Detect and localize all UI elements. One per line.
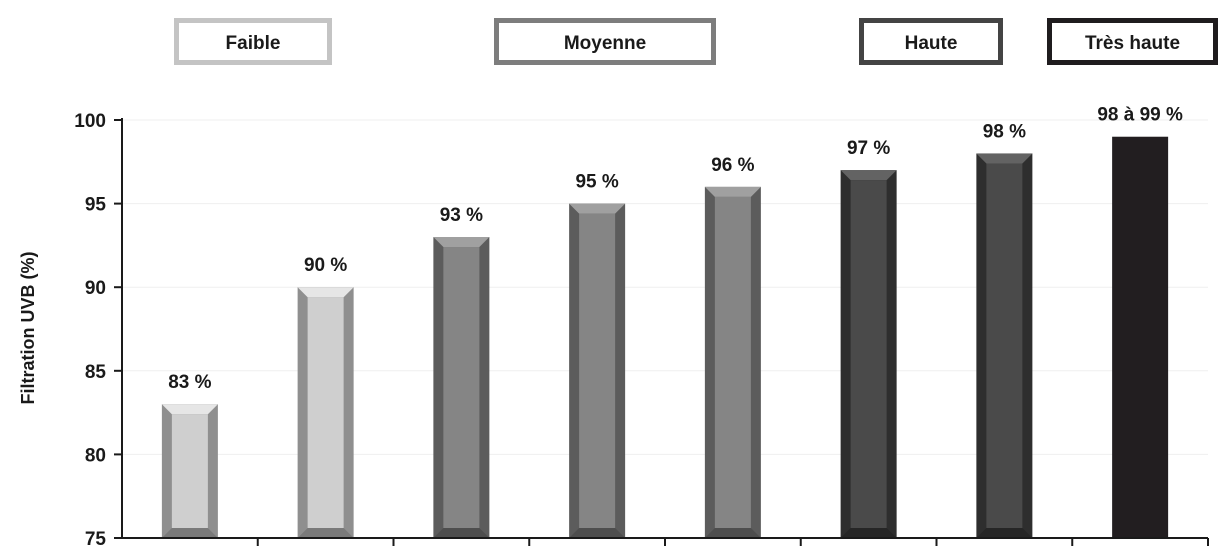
data-label-5: 96 %: [711, 155, 754, 176]
legend-item-haute: Haute: [859, 18, 1003, 65]
bar-6: [840, 170, 897, 538]
bar-5-face: [714, 196, 751, 528]
bar-7-bottom-bevel: [976, 528, 1033, 538]
y-tick-label-95: 95: [85, 195, 107, 216]
bar-1-face: [171, 414, 208, 528]
bar-3-top-bevel: [433, 237, 490, 248]
legend-item-moyenne: Moyenne: [494, 18, 716, 65]
grid-lines: [122, 119, 1208, 455]
legend-item-tres-haute: Très haute: [1047, 18, 1218, 65]
legend-box-moyenne: [494, 18, 716, 65]
bar-8-body: [1112, 136, 1169, 538]
bar-1: [161, 404, 218, 538]
bars: 83 % 90 % 93 % 95 % 96 % 97 % 98 % 98 à 99 %: [161, 105, 1183, 539]
y-tick-label-75: 75: [85, 529, 107, 546]
bar-4: [569, 203, 626, 538]
bar-8: [1112, 136, 1169, 538]
data-label-2: 90 %: [304, 255, 347, 276]
bar-6-bottom-bevel: [840, 528, 897, 538]
bar-2: [297, 287, 354, 538]
bar-4-top-bevel: [569, 203, 626, 214]
data-label-7: 98 %: [983, 121, 1026, 142]
data-label-1: 83 %: [168, 372, 211, 393]
bar-2-bottom-bevel: [297, 528, 354, 538]
bar-7-top-bevel: [976, 153, 1033, 164]
bar-1-bottom-bevel: [161, 528, 218, 538]
bar-5-top-bevel: [704, 186, 761, 197]
bar-1-top-bevel: [161, 404, 218, 415]
bar-3-bottom-bevel: [433, 528, 490, 538]
y-tick-label-100: 100: [74, 111, 106, 132]
bar-6-top-bevel: [840, 170, 897, 181]
bar-5: [704, 186, 761, 538]
bar-3: [433, 237, 490, 539]
bar-7: [976, 153, 1033, 538]
bar-4-bottom-bevel: [569, 528, 626, 538]
legend-label-haute: Haute: [905, 33, 958, 54]
bar-5-bottom-bevel: [704, 528, 761, 538]
legend-label-faible: Faible: [226, 33, 281, 54]
bar-4-face: [579, 213, 616, 528]
bar-2-face: [307, 297, 344, 528]
data-label-3: 93 %: [440, 205, 483, 226]
legend-box-faible: [174, 18, 332, 65]
legend-box-tres-haute: [1047, 18, 1218, 65]
legend-label-tres-haute: Très haute: [1085, 33, 1180, 54]
legend-box-haute: [859, 18, 1003, 65]
bar-3-face: [443, 247, 480, 529]
legend-item-faible: Faible: [174, 18, 332, 65]
y-tick-label-80: 80: [85, 445, 106, 466]
y-tick-label-90: 90: [85, 278, 106, 299]
data-label-6: 97 %: [847, 138, 890, 159]
y-tick-label-85: 85: [85, 362, 107, 383]
data-label-4: 95 %: [575, 172, 618, 193]
data-label-8: 98 à 99 %: [1097, 105, 1183, 126]
y-axis-title: Filtration UVB (%): [18, 252, 38, 405]
axes: 75 80 85 90 95 100: [74, 111, 1209, 546]
legend-label-moyenne: Moyenne: [564, 33, 646, 54]
bar-2-top-bevel: [297, 287, 354, 298]
bar-7-face: [986, 163, 1023, 528]
legend: Faible Moyenne Haute Très haute: [174, 18, 1218, 65]
bar-6-face: [850, 180, 887, 528]
